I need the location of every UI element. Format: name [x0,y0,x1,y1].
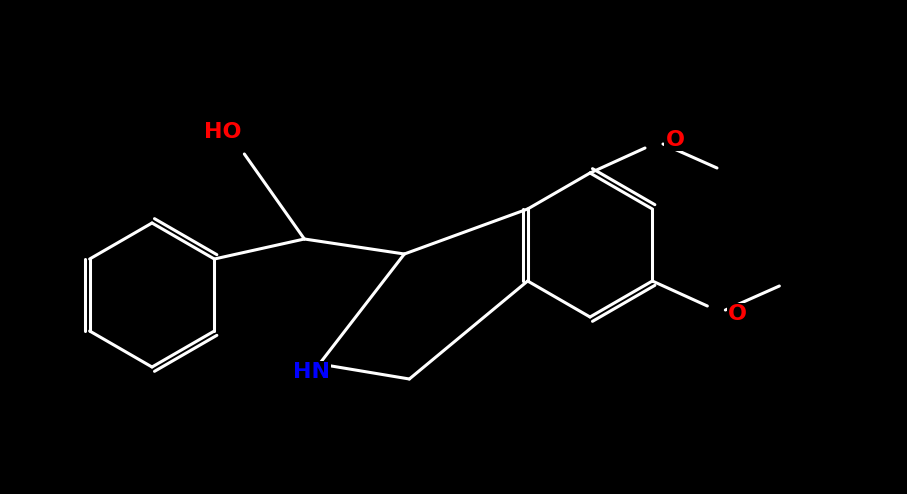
Text: HO: HO [203,122,241,142]
Text: O: O [666,130,685,150]
Text: O: O [727,304,746,324]
Text: HN: HN [293,362,330,382]
